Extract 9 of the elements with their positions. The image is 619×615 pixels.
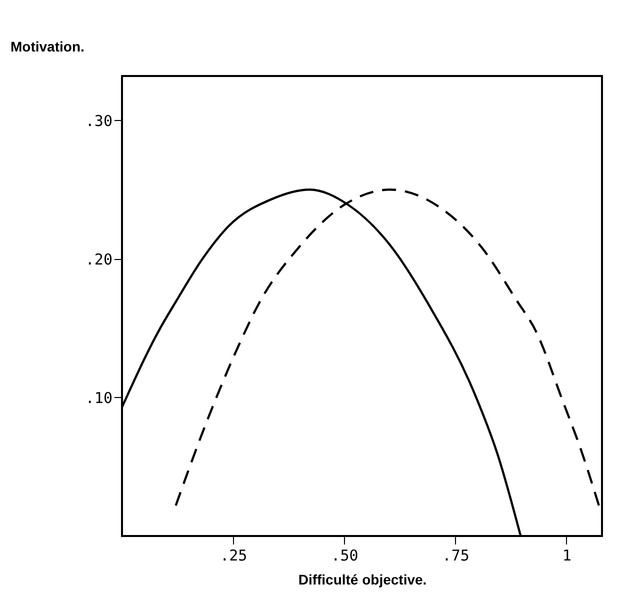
y-tick-label: .10 [85,388,112,407]
y-tick-label: .30 [85,112,112,130]
x-tick-label: 1 [562,546,572,564]
y-tick-label: .20 [85,250,112,268]
x-axis-title: Difficulté objective. [298,572,427,588]
x-tick-label: .25 [220,546,248,564]
x-tick-label: .50 [331,546,358,564]
x-tick-label: .75 [442,546,470,564]
y-axis-title: Motivation. [10,38,84,54]
